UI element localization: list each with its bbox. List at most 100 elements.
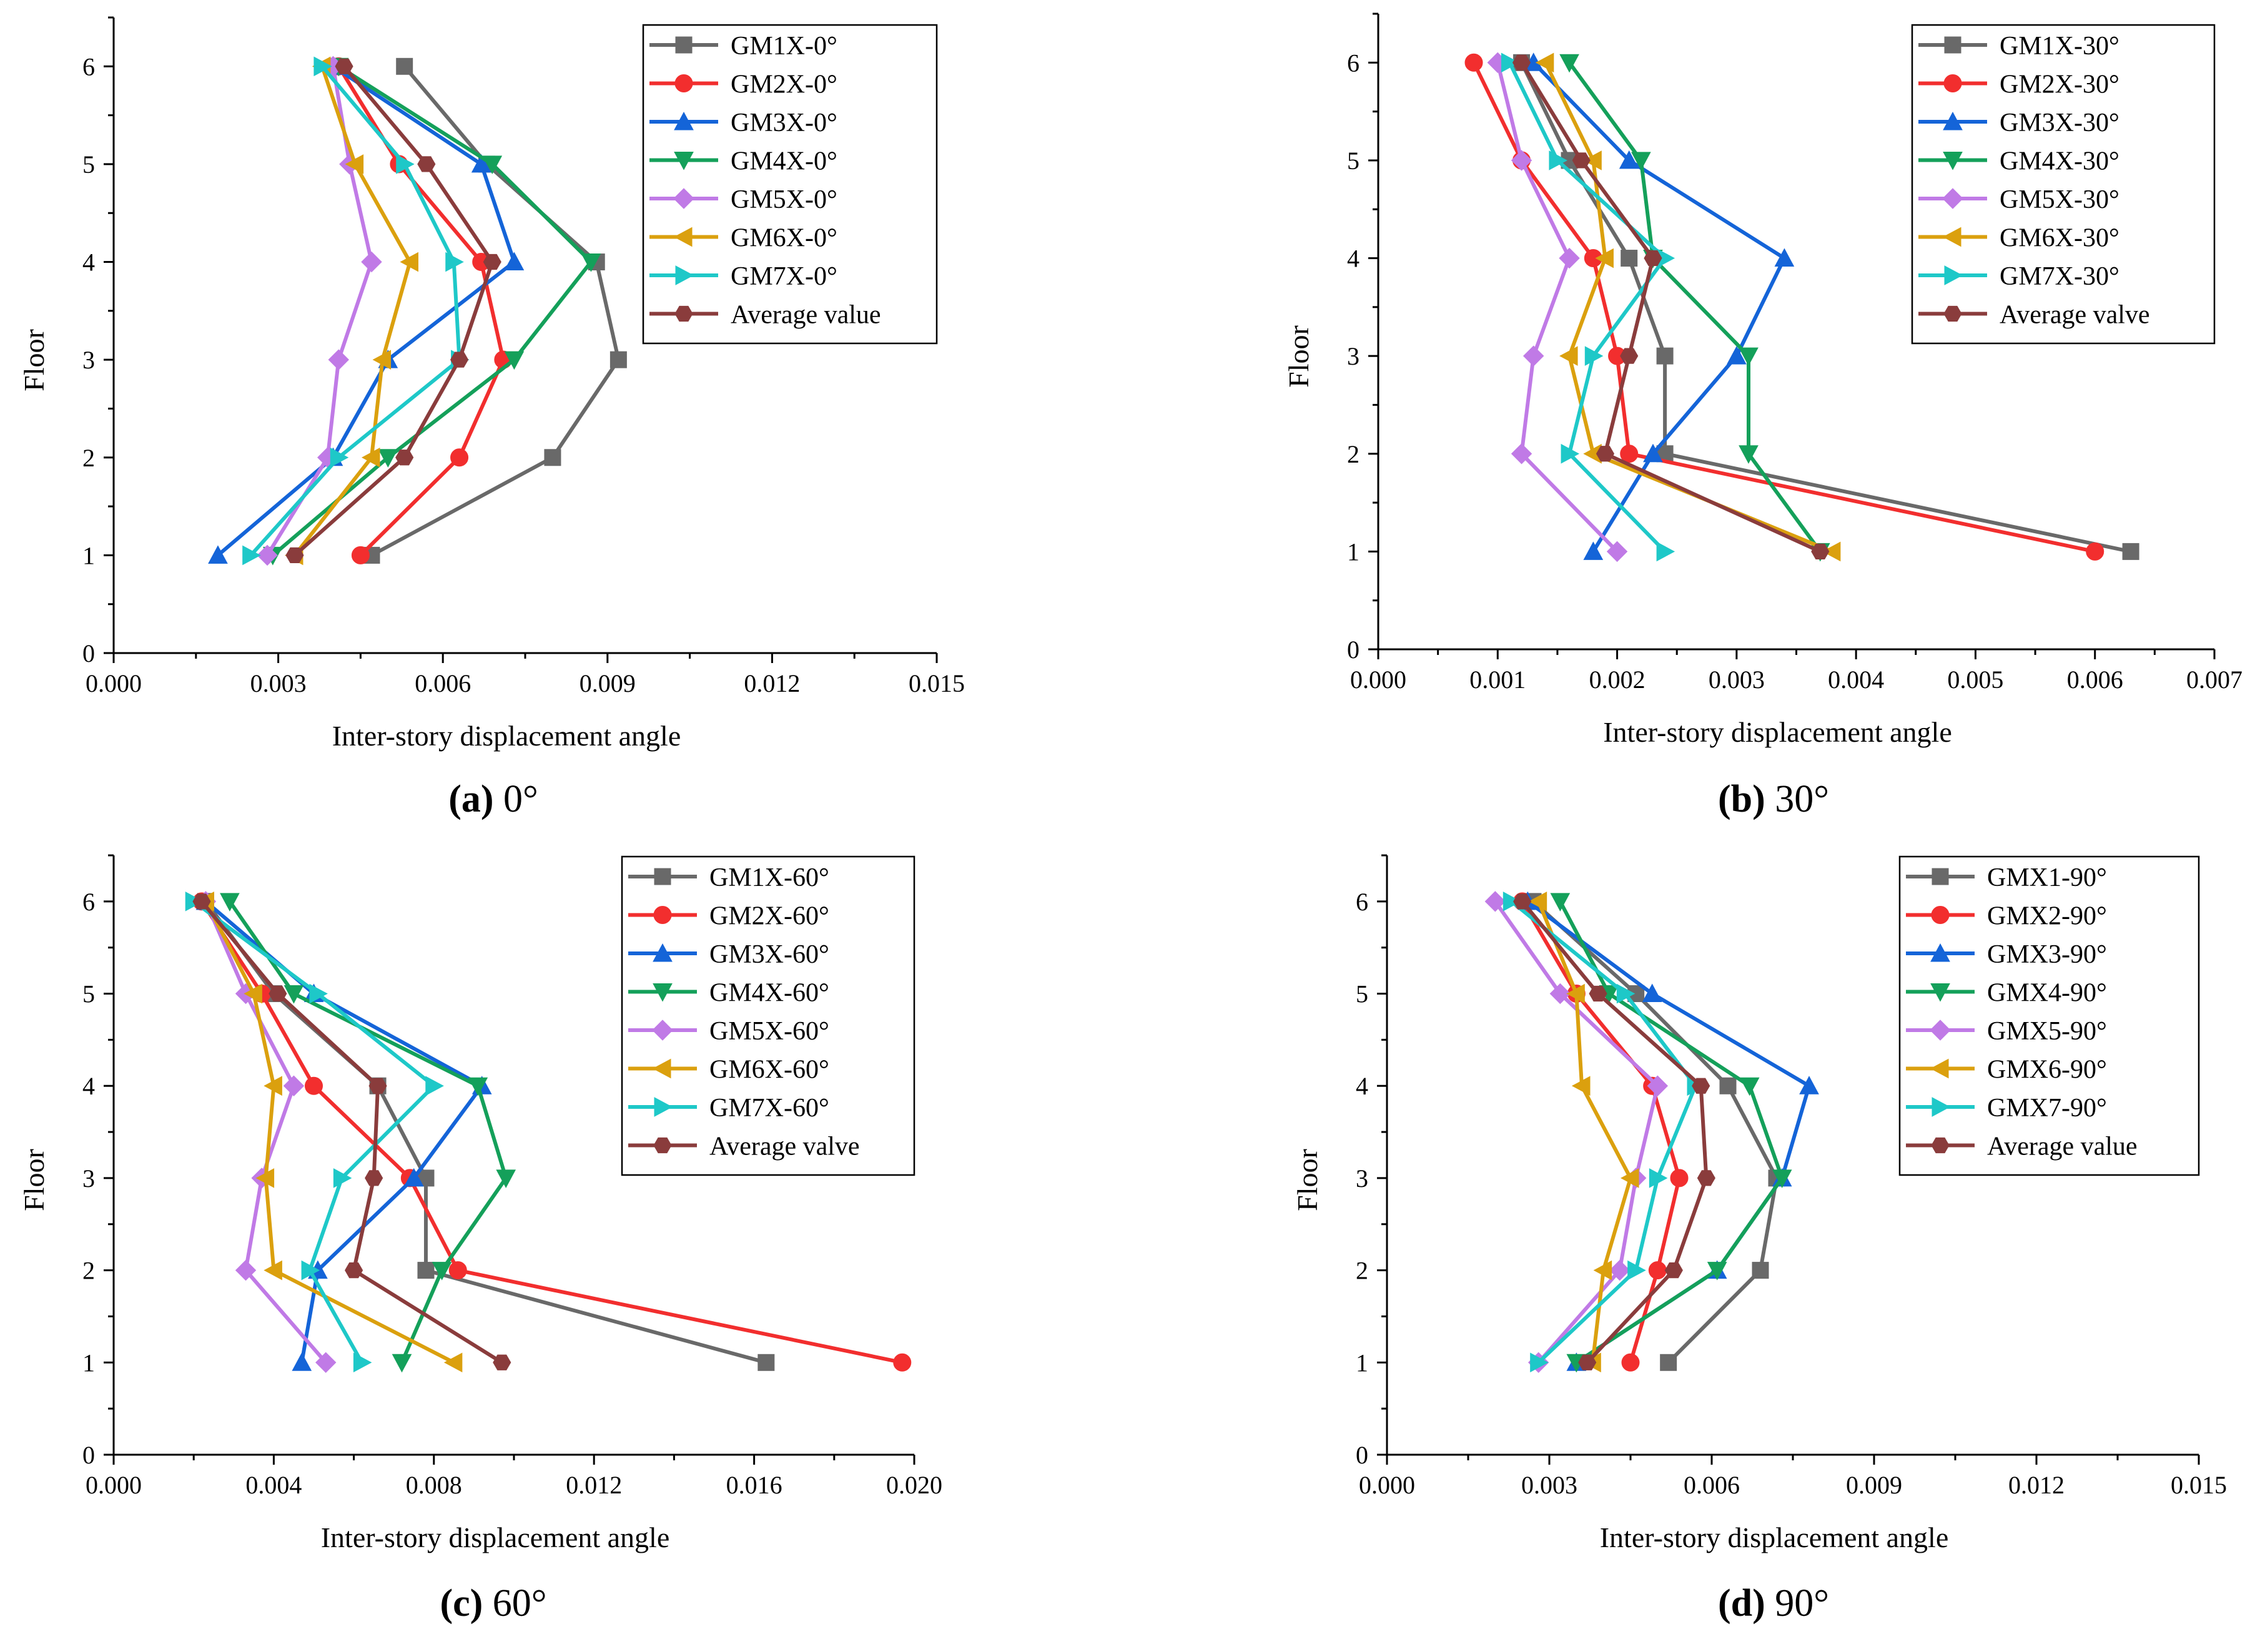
x-tick-label: 0.009 (1846, 1471, 1902, 1499)
series-8 (285, 58, 501, 564)
data-point (1670, 1169, 1689, 1187)
legend-marker (1930, 1058, 1949, 1079)
panel-caption: (c) 60° (440, 1582, 546, 1625)
series-line (293, 66, 412, 557)
data-point (335, 58, 353, 74)
legend-marker (1943, 111, 1963, 130)
y-tick-label: 5 (1356, 980, 1368, 1008)
legend-label: GM6X-30° (2000, 224, 2119, 253)
x-tick-label: 0.008 (406, 1471, 462, 1499)
data-point (192, 893, 211, 910)
data-point (1584, 346, 1604, 366)
series-line (1544, 61, 1833, 554)
y-tick-label: 4 (82, 1072, 95, 1100)
legend-marker (674, 111, 694, 130)
legend-label: GMX2-90° (1987, 902, 2107, 931)
data-point (425, 1076, 444, 1096)
legend-label: GM7X-30° (2000, 262, 2119, 291)
legend-label: GM1X-60° (709, 863, 829, 892)
chart-panel-2: 0.000 0.001 0.002 0.003 0.004 0.005 0.006 0.007… (1283, 12, 2243, 820)
data-point (1719, 1077, 1737, 1094)
data-point (1596, 446, 1615, 462)
data-point (395, 450, 414, 466)
y-tick-label: 1 (1347, 538, 1359, 566)
series-line (192, 900, 436, 1364)
data-point (1513, 893, 1532, 910)
data-point (309, 983, 328, 1004)
y-axis-title: Floor (1283, 325, 1315, 388)
legend-marker (1943, 74, 1962, 92)
data-point (1535, 52, 1554, 73)
data-point (1656, 541, 1675, 562)
legend-label: GM5X-30° (2000, 185, 2119, 214)
legend-box (621, 855, 915, 1176)
data-point (1620, 445, 1639, 463)
legend-label: GM2X-0° (731, 71, 837, 99)
data-point (1571, 1076, 1591, 1096)
legend-label: GM1X-0° (731, 32, 837, 61)
x-tick-label: 0.015 (2171, 1471, 2227, 1499)
y-axis-title: Floor (18, 1149, 50, 1211)
x-tick-label: 0.000 (1350, 666, 1406, 694)
series-line (200, 900, 503, 1364)
y-tick-label: 4 (1356, 1072, 1368, 1100)
x-tick-label: 0.012 (566, 1471, 622, 1499)
data-point (1621, 1353, 1640, 1372)
legend-label: GM7X-0° (731, 262, 837, 291)
data-point (1606, 541, 1628, 563)
series-line (370, 65, 621, 558)
series-line (337, 65, 505, 557)
legend-marker (1932, 868, 1949, 885)
y-tick-label: 3 (1356, 1164, 1368, 1192)
legend-label: GM2X-60° (709, 902, 829, 931)
data-point (468, 1077, 488, 1096)
legend-marker (675, 36, 693, 54)
x-tick-label: 0.002 (1589, 666, 1646, 694)
data-point (443, 1352, 463, 1373)
data-point (1511, 443, 1532, 465)
data-point (417, 156, 436, 172)
y-tick-label: 4 (82, 248, 95, 277)
data-point (328, 349, 349, 370)
data-point (1559, 247, 1580, 269)
panel-label: (a) (448, 778, 493, 820)
series-3 (1523, 52, 1795, 560)
series-line (1519, 61, 1821, 554)
x-axis-title: Inter-story displacement angle (1603, 716, 1952, 748)
y-axis-title: Floor (18, 329, 50, 391)
series-line (1567, 61, 1822, 553)
data-point (235, 1259, 257, 1281)
x-axis-title: Inter-story displacement angle (321, 1522, 670, 1553)
y-tick-label: 3 (82, 346, 95, 374)
series-line (204, 900, 327, 1364)
panel-label: (c) (440, 1582, 483, 1625)
panel-label: (b) (1718, 778, 1765, 820)
y-tick-label: 6 (1347, 49, 1359, 77)
legend-label: GM2X-30° (2000, 71, 2119, 99)
legend-marker (1930, 943, 1950, 962)
y-tick-label: 2 (82, 444, 95, 472)
data-point (264, 1076, 282, 1096)
x-tick-label: 0.004 (245, 1471, 302, 1499)
panel-label: (d) (1718, 1582, 1765, 1625)
series-5 (1487, 52, 1628, 563)
legend-marker (1943, 152, 1963, 170)
series-5 (195, 891, 337, 1374)
data-point (1549, 150, 1567, 170)
data-point (333, 1168, 352, 1188)
panel-caption: (b) 30° (1718, 778, 1829, 820)
data-point (1550, 893, 1571, 912)
data-point (361, 447, 380, 468)
x-tick-label: 0.009 (580, 669, 636, 697)
legend: GM1X-30° GM2X-30° GM3X-30° GM4X-30° GM5X-30°… (1911, 24, 2216, 345)
legend-marker (1944, 36, 1961, 54)
legend-label: GMX1-90° (1987, 863, 2107, 892)
data-point (1739, 1077, 1760, 1096)
series-2 (329, 57, 513, 564)
data-point (445, 252, 464, 272)
y-tick-label: 5 (82, 980, 95, 1008)
y-tick-label: 0 (1347, 636, 1359, 664)
legend-marker (1931, 1137, 1950, 1154)
series-8 (1513, 893, 1715, 1370)
legend-marker (652, 1020, 673, 1041)
